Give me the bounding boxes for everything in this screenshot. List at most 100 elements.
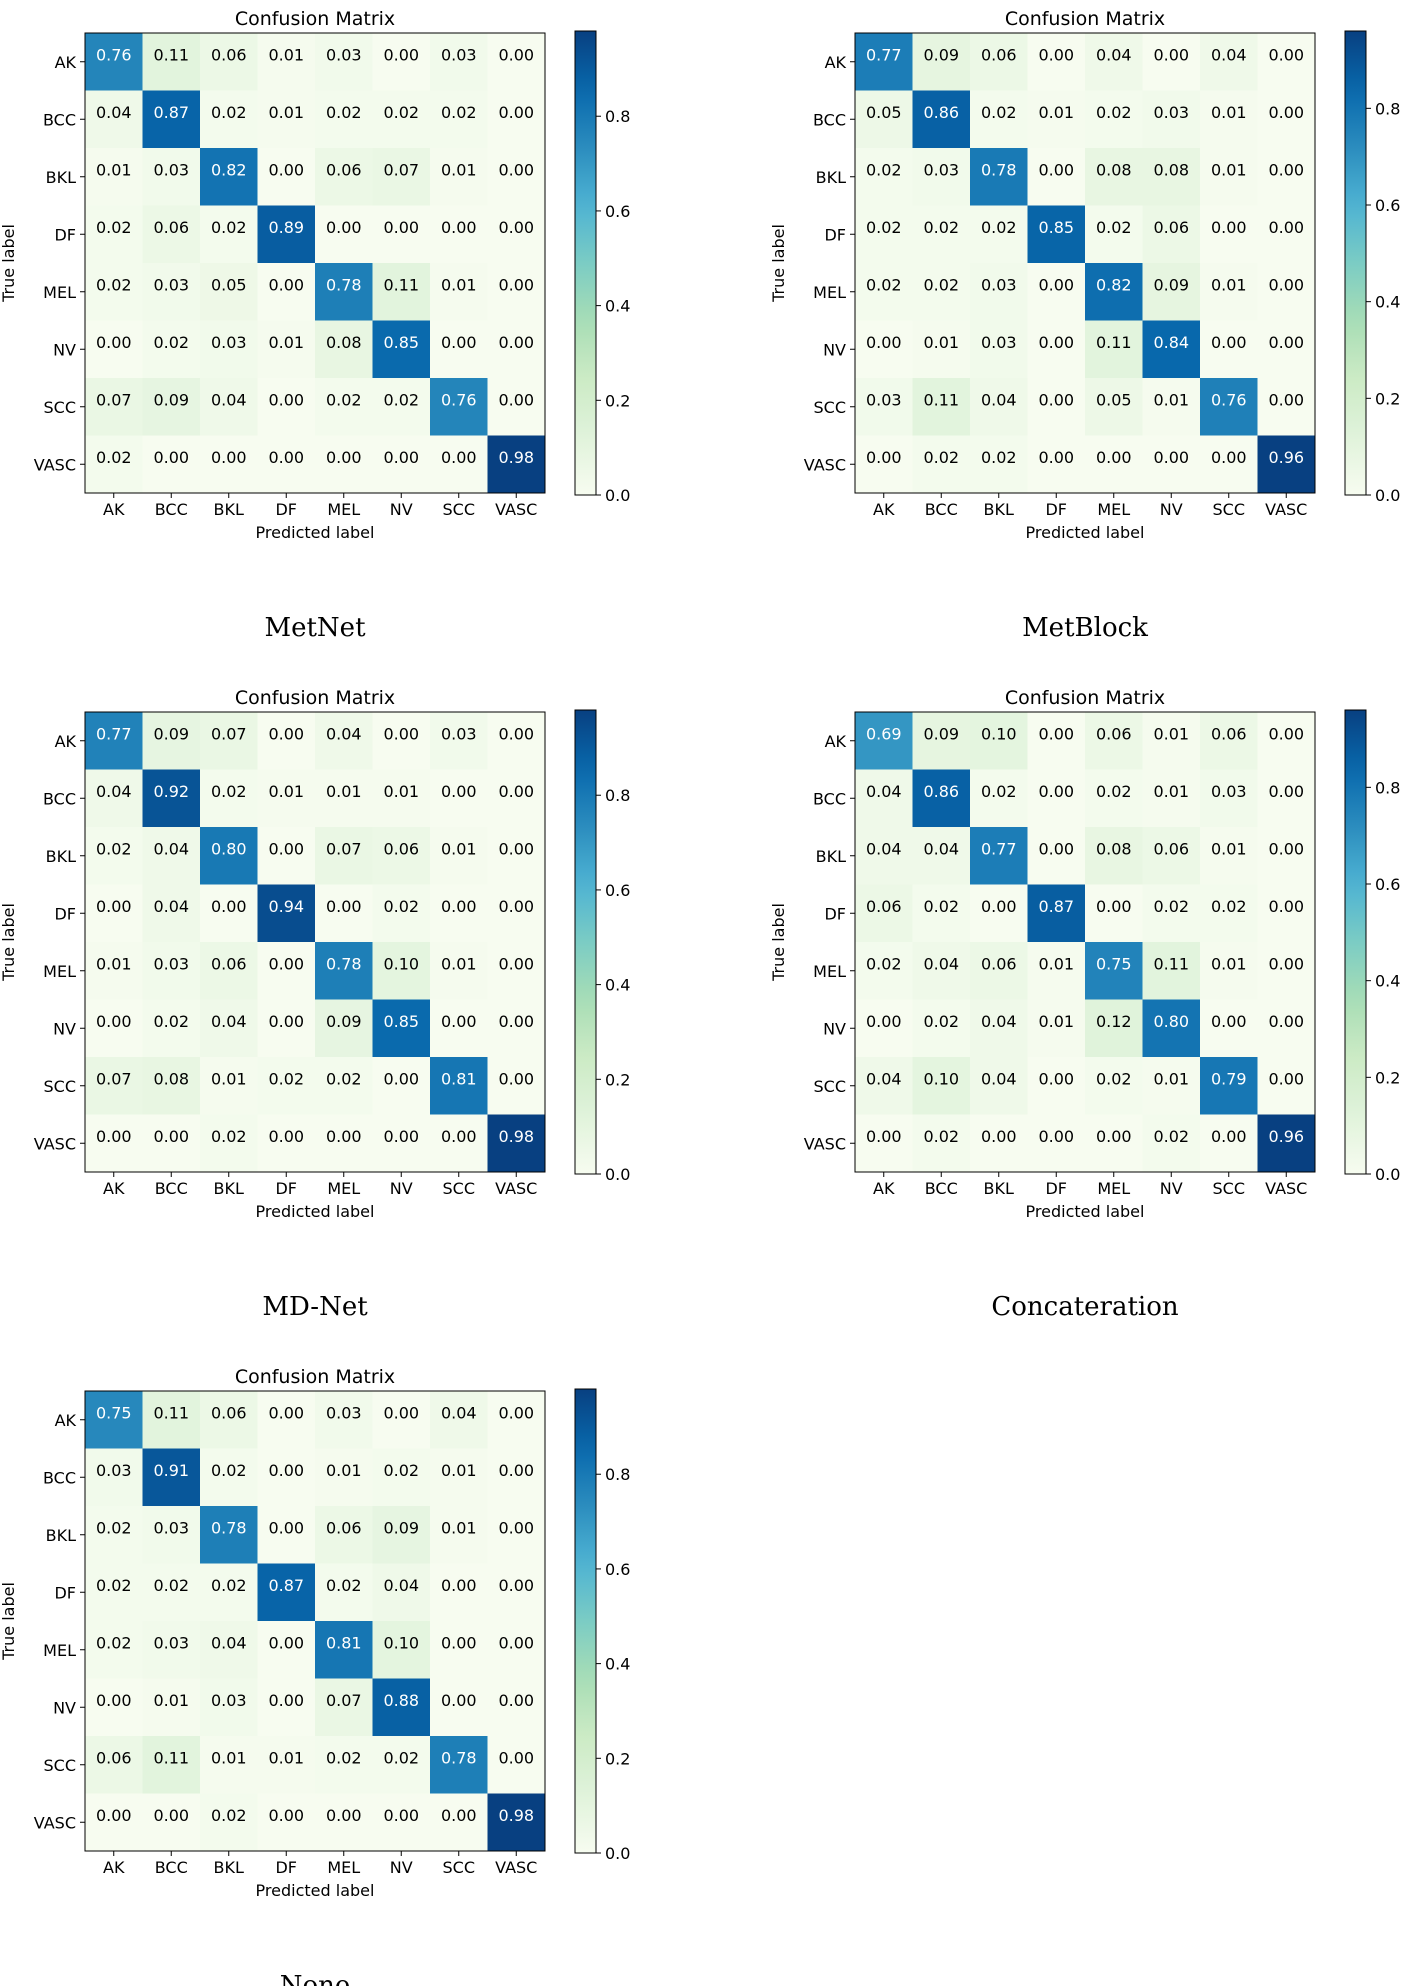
y-tick-label: MEL	[43, 1641, 76, 1660]
cell-value-label: 0.98	[498, 1806, 534, 1825]
y-axis-label: True label	[769, 224, 788, 303]
heatmap-cell	[200, 1563, 258, 1622]
cell-value-label: 0.06	[211, 45, 247, 64]
y-tick-label: DF	[824, 904, 846, 923]
cell-value-label: 0.01	[268, 782, 304, 801]
x-tick-label: BKL	[984, 1179, 1014, 1198]
cell-value-label: 0.09	[383, 1518, 419, 1537]
colorbar	[574, 709, 597, 1175]
cell-value-label: 0.00	[498, 1012, 534, 1031]
heatmap-cell	[487, 827, 546, 885]
cell-value-label: 0.00	[1153, 45, 1189, 64]
cell-value-label: 0.00	[498, 1748, 534, 1767]
cell-value-label: 0.00	[268, 724, 304, 743]
y-tick-label: NV	[53, 1698, 76, 1717]
heatmap-cell	[487, 1448, 546, 1507]
heatmap-cell	[142, 712, 201, 770]
heatmap-cell	[1200, 1114, 1258, 1173]
cell-value-label: 0.00	[268, 954, 304, 973]
colorbar-tick-label: 0.8	[605, 786, 630, 805]
heatmap-cell	[200, 999, 258, 1058]
colorbar-tick-label: 0.6	[1375, 875, 1400, 894]
cell-value-label: 0.00	[498, 724, 534, 743]
heatmap-frame	[84, 711, 546, 1173]
heatmap-cell	[1257, 33, 1316, 91]
heatmap-cell	[1027, 33, 1086, 91]
heatmap-cell	[142, 1114, 201, 1173]
cell-value-label: 0.00	[498, 1691, 534, 1710]
cell-value-label: 0.02	[383, 1461, 419, 1480]
heatmap-cell	[315, 33, 373, 91]
cell-value-label: 0.04	[981, 390, 1017, 409]
heatmap-cell	[487, 1114, 546, 1173]
heatmap-cell	[430, 90, 488, 149]
heatmap-cell	[200, 148, 258, 206]
cell-value-label: 0.00	[326, 448, 362, 467]
cell-value-label: 0.96	[1268, 1127, 1304, 1146]
cell-value-label: 0.00	[1268, 103, 1304, 122]
cell-value-label: 0.80	[1153, 1012, 1189, 1031]
colorbar-tick-label: 0.4	[605, 976, 630, 995]
cell-value-label: 0.86	[923, 782, 959, 801]
x-tick-label: BKL	[214, 1858, 244, 1877]
x-tick-label: VASC	[495, 1858, 537, 1877]
heatmap-cell	[200, 320, 258, 379]
heatmap-cell	[85, 769, 143, 828]
cell-value-label: 0.89	[268, 218, 304, 237]
heatmap-cell	[1085, 1057, 1143, 1115]
colorbar	[574, 1388, 597, 1854]
cell-value-label: 0.02	[923, 1012, 959, 1031]
heatmap-cell	[200, 90, 258, 149]
cell-value-label: 0.11	[1153, 954, 1189, 973]
heatmap-cell	[912, 942, 971, 1000]
heatmap-cell	[1085, 205, 1143, 264]
cell-value-label: 0.05	[211, 275, 247, 294]
cell-value-label: 0.03	[326, 1403, 362, 1422]
heatmap-cell	[912, 378, 971, 436]
heatmap-cell	[1142, 33, 1201, 91]
heatmap-cell	[970, 942, 1028, 1000]
cell-value-label: 0.00	[1268, 1012, 1304, 1031]
heatmap-cell	[912, 769, 971, 828]
cell-value-label: 0.11	[153, 45, 189, 64]
cell-value-label: 0.00	[498, 45, 534, 64]
heatmap-cell	[1142, 942, 1201, 1000]
colorbar-tick-label: 0.4	[605, 297, 630, 316]
heatmap-cell	[200, 1736, 258, 1794]
cell-value-label: 0.02	[866, 160, 902, 179]
cell-value-label: 0.11	[383, 275, 419, 294]
y-tick-label: VASC	[34, 455, 76, 474]
heatmap-cell	[1200, 712, 1258, 770]
y-tick-label: AK	[55, 53, 77, 72]
cell-value-label: 0.00	[1211, 448, 1247, 467]
heatmap-cell	[142, 378, 201, 436]
colorbar-tick-label: 0.6	[605, 202, 630, 221]
heatmap-frame	[854, 32, 1316, 494]
cell-value-label: 0.00	[96, 1806, 132, 1825]
cell-value-label: 0.00	[383, 724, 419, 743]
heatmap-cell	[315, 1736, 373, 1794]
cell-value-label: 0.04	[923, 954, 959, 973]
cell-value-label: 0.98	[498, 448, 534, 467]
cell-value-label: 0.00	[268, 1633, 304, 1652]
cell-value-label: 0.81	[326, 1633, 362, 1652]
heatmap-cell	[912, 712, 971, 770]
cell-value-label: 0.03	[866, 390, 902, 409]
y-tick-label: SCC	[814, 398, 847, 417]
heatmap-cell	[1085, 1114, 1143, 1173]
heatmap-cell	[855, 320, 913, 379]
cell-value-label: 0.01	[441, 839, 477, 858]
heatmap-cell	[1142, 205, 1201, 264]
cell-value-label: 0.78	[441, 1748, 477, 1767]
heatmap-cell	[970, 205, 1028, 264]
heatmap-cell	[1027, 769, 1086, 828]
heatmap-cell	[142, 1793, 201, 1852]
chart-title: Confusion Matrix	[235, 687, 395, 709]
cell-value-label: 0.82	[1096, 275, 1132, 294]
heatmap-cell	[855, 942, 913, 1000]
y-axis-label: True label	[0, 224, 18, 303]
heatmap-cell	[257, 999, 316, 1058]
